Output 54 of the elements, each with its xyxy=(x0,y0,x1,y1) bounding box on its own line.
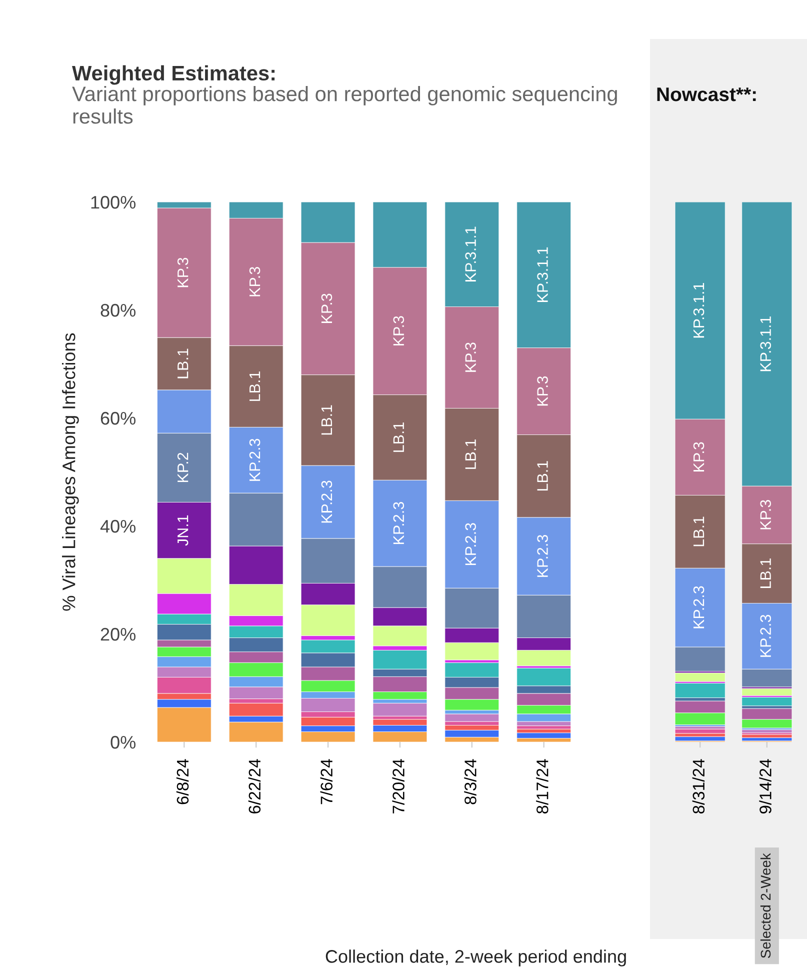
data-label: KP.2.3 xyxy=(249,438,260,481)
x-axis-title: Collection date, 2-week period ending xyxy=(326,950,626,966)
y-tick-label: 20% xyxy=(100,628,136,641)
data-label: KP.3 xyxy=(177,258,188,288)
bar xyxy=(516,732,572,738)
x-tick-label: 6/8/24 xyxy=(176,759,189,804)
data-label: KP.3.1.1 xyxy=(537,247,548,302)
x-tick-label: 8/31/24 xyxy=(692,759,705,814)
data-label: KP.3 xyxy=(537,376,548,406)
y-tick-label: 80% xyxy=(100,304,136,317)
data-label: LB.1 xyxy=(465,439,476,469)
data-label: KP.3 xyxy=(321,294,332,323)
data-label: KP.3 xyxy=(393,316,404,346)
y-tick-label: 60% xyxy=(100,412,136,425)
data-label: KP.3 xyxy=(249,267,260,296)
data-label: LB.1 xyxy=(760,558,771,588)
data-label: KP.2.3 xyxy=(760,614,772,657)
data-label: LB.1 xyxy=(393,422,404,452)
data-label: LB.1 xyxy=(321,405,332,435)
x-tick-label: 9/14/24 xyxy=(759,759,772,814)
bar xyxy=(372,702,428,716)
y-tick-label: 40% xyxy=(100,520,136,533)
y-axis-title: % Viral Lineages Among Infections xyxy=(62,333,79,611)
data-label: KP.2.3 xyxy=(321,480,332,523)
data-label: KP.2.3 xyxy=(393,502,404,544)
data-label: KP.2.3 xyxy=(693,586,704,628)
y-tick-label: 0% xyxy=(110,736,136,749)
data-label: KP.2.3 xyxy=(465,523,476,566)
y-tick-label: 100% xyxy=(91,196,136,209)
chart-subtitle: Variant proportions based on reported genomic sequencing results xyxy=(72,86,617,124)
x-tick-label: 8/3/24 xyxy=(464,759,476,804)
data-label: KP.3 xyxy=(693,442,704,472)
data-label: KP.3 xyxy=(760,500,772,530)
x-tick-label: 6/22/24 xyxy=(248,759,261,814)
data-label: KP.2.3 xyxy=(537,534,548,577)
data-label: LB.1 xyxy=(537,461,548,491)
chart-title: Nowcast**: xyxy=(657,88,756,102)
x-tick-label: 7/6/24 xyxy=(320,759,333,804)
data-label: KP.3 xyxy=(465,342,476,372)
bar xyxy=(516,726,572,730)
data-label: KP.3.1.1 xyxy=(465,226,476,282)
bar xyxy=(674,733,726,737)
data-label: LB.1 xyxy=(178,348,188,378)
chart-title: Weighted Estimates: xyxy=(72,65,275,85)
data-label: JN.1 xyxy=(178,515,188,546)
bar xyxy=(444,714,500,722)
data-label: LB.1 xyxy=(250,371,260,401)
data-label: KP.3.1.1 xyxy=(693,282,704,338)
text: Selected 2-Week xyxy=(760,853,771,958)
data-label: KP.3.1.1 xyxy=(760,316,772,372)
data-label: KP.2 xyxy=(177,452,188,482)
x-tick-label: 8/17/24 xyxy=(536,759,548,814)
data-label: LB.1 xyxy=(694,516,704,546)
x-tick-label: 7/20/24 xyxy=(392,759,404,814)
